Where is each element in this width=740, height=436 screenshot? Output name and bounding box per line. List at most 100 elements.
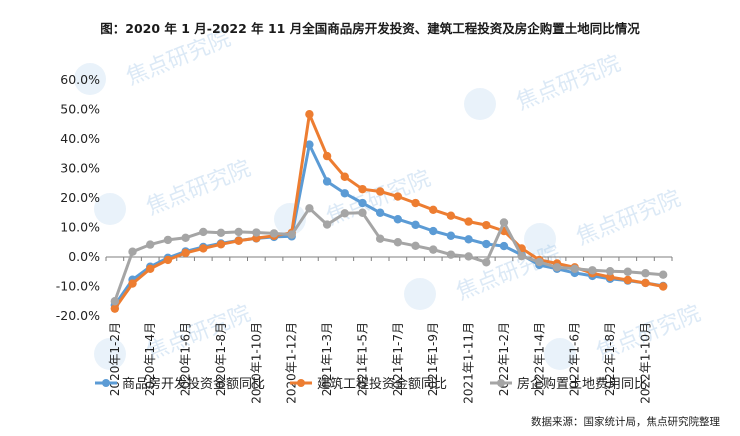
y-tick-label: 40.0% <box>60 131 100 146</box>
x-tick-label: 2022年1-4月 <box>532 322 546 396</box>
data-point <box>305 204 314 213</box>
data-point <box>252 228 261 237</box>
x-tick-label: 2020年1-4月 <box>143 322 157 396</box>
watermark-text: 焦点研究院 <box>323 166 434 230</box>
legend-label: 建筑工程投资金额同比 <box>317 376 447 392</box>
series-3 <box>110 204 668 306</box>
data-point <box>482 258 491 267</box>
legend-label: 房企购置土地费用同比 <box>517 376 647 392</box>
data-point <box>340 172 349 181</box>
data-point <box>482 239 491 249</box>
data-point <box>499 241 509 251</box>
legend-marker <box>102 379 110 387</box>
data-point <box>110 297 120 306</box>
data-point <box>305 140 314 149</box>
x-tick-label: 2022年1-8月 <box>603 322 617 396</box>
data-point <box>570 264 579 273</box>
x-axis: 2020年1-2月 2020年1-4月 2020年1-6月 2020年1-8月 2020… <box>105 256 673 404</box>
legend-marker <box>297 379 305 387</box>
data-point <box>181 233 190 243</box>
watermark-logo <box>74 63 106 95</box>
legend-label: 商品房开发投资金额同比 <box>122 376 265 392</box>
data-point <box>375 234 385 243</box>
data-point <box>358 208 367 217</box>
data-point <box>605 272 615 282</box>
data-point <box>446 231 456 240</box>
data-point <box>535 257 544 267</box>
y-tick-label: 60.0% <box>60 72 100 87</box>
data-point <box>375 187 385 196</box>
data-point <box>163 235 173 245</box>
x-tick-label: 2020年1-12月 <box>285 322 299 404</box>
data-point <box>358 184 367 194</box>
data-point <box>588 266 597 275</box>
x-tick-label: 2021年1-7月 <box>391 322 405 396</box>
chart-title: 图：2020 年 1 月-2022 年 11 月全国商品房开发投资、建筑工程投资… <box>100 21 640 36</box>
legend: 商品房开发投资金额同比 建筑工程投资金额同比 房企购置土地费用同比 <box>95 376 647 392</box>
data-point <box>234 236 243 245</box>
x-tick-label: 2021年1-5月 <box>355 322 369 396</box>
data-point <box>429 245 438 254</box>
source-note: 数据来源：国家统计局，焦点研究院整理 <box>531 415 720 428</box>
data-point <box>340 189 349 198</box>
data-point <box>234 227 243 237</box>
watermark-logo <box>544 338 576 370</box>
data-point <box>411 220 420 230</box>
series-line <box>113 206 665 303</box>
data-point <box>499 218 509 227</box>
data-point <box>199 227 208 237</box>
data-point <box>358 198 367 208</box>
data-point <box>623 267 632 276</box>
y-tick-label: 30.0% <box>60 161 100 176</box>
x-tick-label: 2022年1-6月 <box>568 322 582 396</box>
data-point <box>287 230 296 239</box>
data-point <box>641 269 650 278</box>
y-tick-label: 20.0% <box>60 190 100 205</box>
data-point <box>146 264 155 273</box>
data-point <box>641 278 650 288</box>
watermark-text: 焦点研究院 <box>143 156 254 220</box>
data-point <box>110 304 120 313</box>
watermark-text: 焦点研究院 <box>453 241 564 305</box>
data-point <box>411 198 420 208</box>
data-point <box>464 252 473 261</box>
x-tick-label: 2020年1-10月 <box>249 322 263 404</box>
data-point <box>623 275 632 285</box>
data-point <box>411 241 420 250</box>
data-point <box>340 209 349 218</box>
data-point <box>517 251 526 261</box>
x-tick-label: 2020年1-6月 <box>179 322 193 396</box>
series-2 <box>110 110 668 313</box>
data-point <box>464 217 473 226</box>
data-point <box>446 211 456 220</box>
data-point <box>429 226 438 236</box>
data-point <box>305 110 314 119</box>
data-point <box>605 266 615 276</box>
data-point <box>322 220 332 229</box>
data-point <box>446 250 456 259</box>
y-tick-label: -10.0% <box>56 279 100 294</box>
data-point <box>199 244 208 253</box>
watermark-text: 焦点研究院 <box>573 186 684 250</box>
watermark-text: 焦点研究院 <box>143 301 254 365</box>
watermark-logo <box>464 88 496 120</box>
data-point <box>482 220 491 230</box>
y-tick-label: -20.0% <box>56 308 100 323</box>
watermark-logo <box>524 223 556 255</box>
data-point <box>216 228 226 238</box>
data-point <box>658 270 668 279</box>
data-point <box>429 205 438 214</box>
watermark-logo <box>404 278 436 310</box>
x-tick-label: 2021年1-9月 <box>426 322 440 396</box>
x-tick-label: 2020年1-2月 <box>108 322 122 396</box>
y-tick-label: 0.0% <box>68 249 100 264</box>
data-point <box>146 240 155 249</box>
y-tick-label: 50.0% <box>60 102 100 117</box>
data-point <box>181 248 190 258</box>
data-point <box>464 235 473 244</box>
watermark-logo <box>94 193 126 225</box>
x-tick-label: 2022年1-2月 <box>497 322 511 396</box>
data-point <box>375 208 385 217</box>
